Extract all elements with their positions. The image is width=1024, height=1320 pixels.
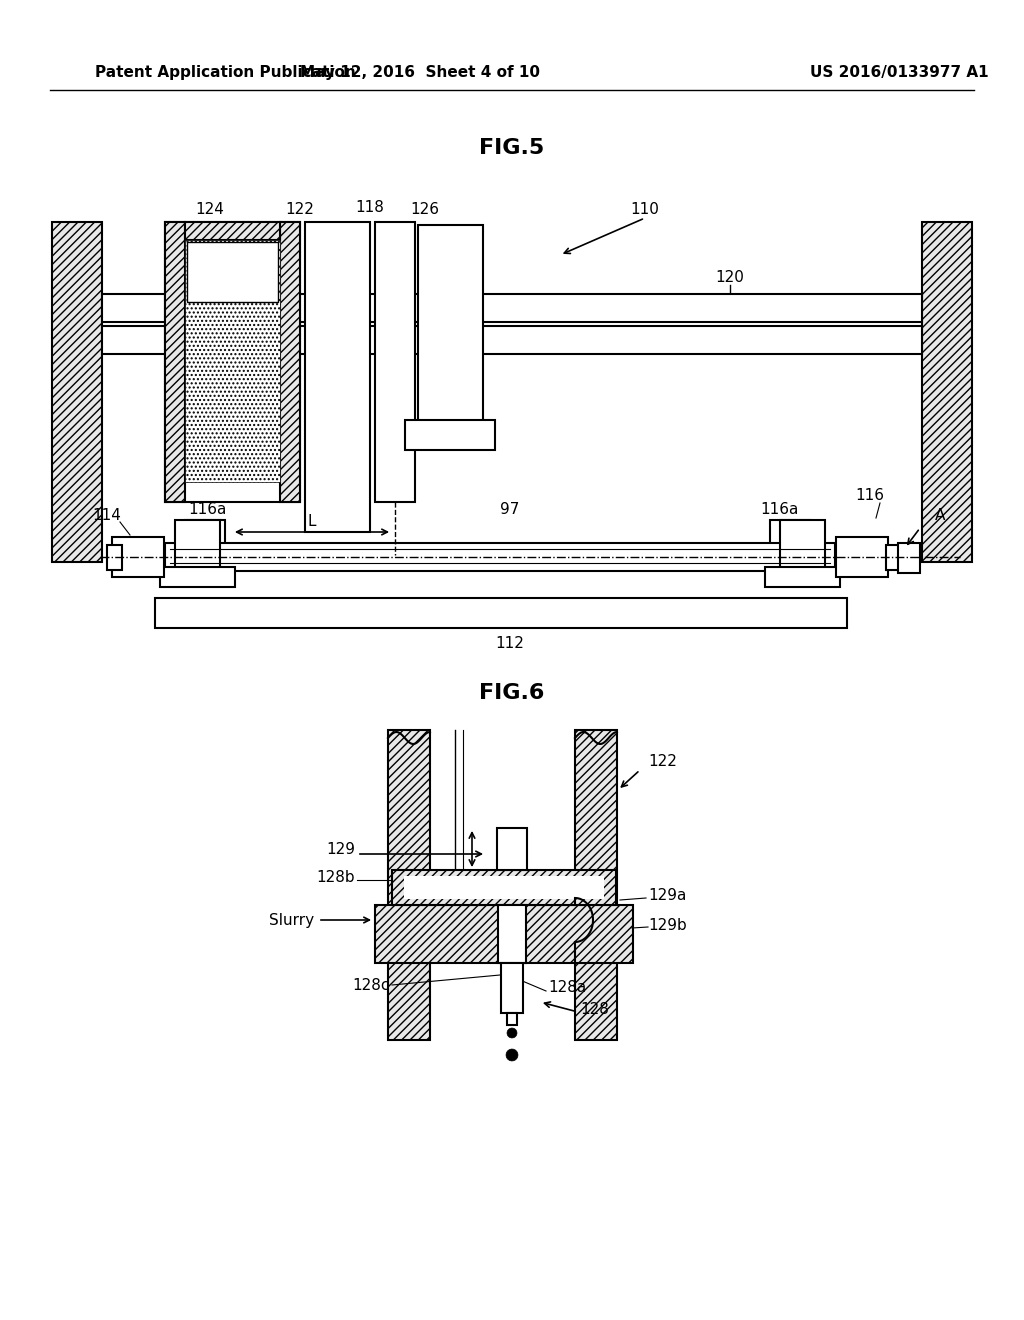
Bar [187,242,278,302]
Bar [388,730,430,1040]
Text: L: L [308,513,316,528]
Text: A: A [935,507,945,523]
Text: 128: 128 [580,1002,609,1018]
Text: 128c: 128c [352,978,390,993]
Text: 120: 120 [716,271,744,285]
Bar [185,222,280,240]
Bar [160,568,234,587]
Text: Patent Application Publication: Patent Application Publication [95,65,355,79]
Text: 114: 114 [92,507,122,523]
Text: 129a: 129a [648,887,686,903]
Text: FIG.5: FIG.5 [479,139,545,158]
Bar [185,240,280,482]
Bar [886,545,901,570]
Bar [575,730,617,1040]
Text: 118: 118 [355,201,384,215]
Text: 97: 97 [501,503,520,517]
Text: 116: 116 [855,487,885,503]
Bar [498,906,526,964]
Bar [392,870,616,906]
Bar [836,537,888,577]
Text: 128b: 128b [316,870,355,884]
Bar [165,543,835,572]
Bar [898,543,920,573]
Bar [375,906,633,964]
Bar [770,520,810,548]
Bar [280,222,300,502]
Text: 122: 122 [648,755,677,770]
Text: 124: 124 [196,202,224,218]
Bar [497,828,527,870]
Bar [305,222,370,532]
Text: 129: 129 [326,842,355,858]
Text: 110: 110 [631,202,659,218]
Text: Slurry: Slurry [269,912,314,928]
Bar [418,224,483,436]
Bar [404,876,604,899]
Bar [375,222,415,502]
Text: 116a: 116a [187,503,226,517]
Text: 129b: 129b [648,917,687,932]
Bar [112,537,164,577]
Text: 128a: 128a [548,981,587,995]
Polygon shape [507,1028,517,1038]
Text: 116a: 116a [761,503,799,517]
Polygon shape [506,1049,518,1061]
Text: US 2016/0133977 A1: US 2016/0133977 A1 [810,65,988,79]
Bar [185,520,225,548]
Bar [507,1012,517,1026]
Bar [922,222,972,562]
Bar [501,964,523,1012]
Bar [165,222,185,502]
Bar [106,545,122,570]
Text: 126: 126 [411,202,439,218]
Text: FIG.6: FIG.6 [479,682,545,704]
Bar [102,294,922,322]
Bar [765,568,840,587]
Bar [165,222,300,502]
Bar [175,520,220,572]
Bar [406,420,495,450]
Bar [780,520,825,572]
Text: May 12, 2016  Sheet 4 of 10: May 12, 2016 Sheet 4 of 10 [300,65,540,79]
Bar [102,326,922,354]
Bar [52,222,102,562]
Text: 112: 112 [496,635,524,651]
Bar [430,730,575,1040]
Text: 122: 122 [286,202,314,218]
Bar [155,598,847,628]
